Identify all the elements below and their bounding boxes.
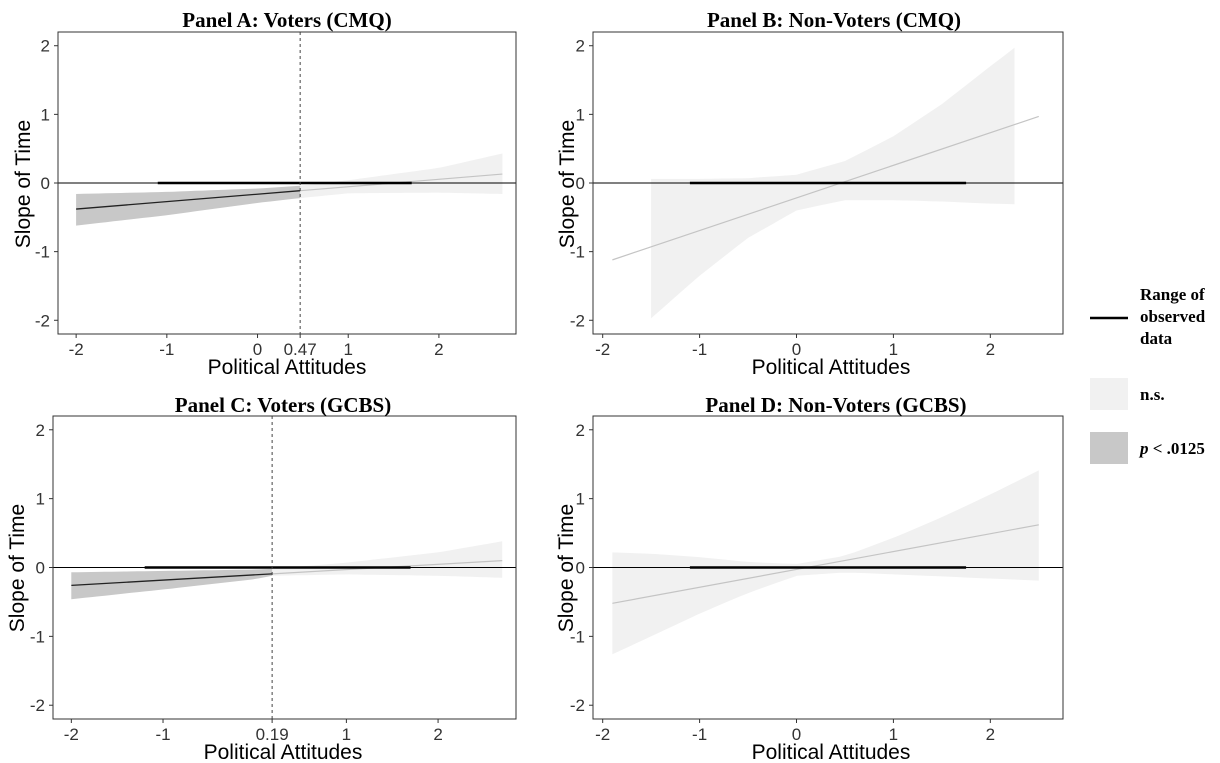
panel-a: -2 -1 0 1 2 -2 -1 0 0.47 1 2 Panel A: Voters (CMQ)… xyxy=(12,8,517,379)
y-tick-label: -1 xyxy=(570,243,585,262)
x-tick-label: 2 xyxy=(986,340,995,359)
y-tick-label: -1 xyxy=(30,627,45,646)
x-axis-label: Political Attitudes xyxy=(204,741,363,763)
slope-line-significant xyxy=(76,190,301,210)
x-tick-label: -2 xyxy=(595,340,610,359)
y-tick-label: 1 xyxy=(36,490,45,509)
y-tick-label: 0 xyxy=(576,559,585,578)
legend-sig-swatch xyxy=(1090,432,1128,464)
x-axis-label: Political Attitudes xyxy=(208,356,367,379)
panel-c: -2 -1 0 1 2 -2 -1 0.19 1 2 Panel C: Voters (GCBS)… xyxy=(6,393,517,763)
x-tick-label: 1 xyxy=(889,340,898,359)
legend-sig-threshold: < .0125 xyxy=(1149,439,1205,458)
x-tick-label: 2 xyxy=(433,725,442,744)
y-tick-label: 0 xyxy=(36,559,45,578)
x-tick-label: 1 xyxy=(889,725,898,744)
x-tick-label: 1 xyxy=(343,340,352,359)
y-axis-label: Slope of Time xyxy=(12,120,35,248)
x-tick-label: 2 xyxy=(434,340,443,359)
panel-d: -2 -1 0 1 2 -2 -1 0 1 2 Panel D: Non-Voters (GCBS… xyxy=(555,393,1064,763)
y-tick-label: -2 xyxy=(570,311,585,330)
slope-line-ns xyxy=(612,115,1039,261)
x-tick-label: 2 xyxy=(986,725,995,744)
slope-line-ns xyxy=(612,524,1039,604)
plot-area: -2 -1 0 1 2 -2 -1 0.19 1 2 xyxy=(30,415,517,744)
x-tick-label: -2 xyxy=(64,725,79,744)
legend-sig-label: p < .0125 xyxy=(1138,439,1205,458)
confidence-band-ns xyxy=(612,470,1039,655)
y-tick-label: -2 xyxy=(570,696,585,715)
x-tick-label: 0 xyxy=(792,725,801,744)
y-tick-label: -2 xyxy=(35,311,50,330)
x-axis-label: Political Attitudes xyxy=(752,741,911,763)
y-tick-label: -1 xyxy=(35,243,50,262)
x-tick-label: -2 xyxy=(69,340,84,359)
legend-range-label-line-2: observed xyxy=(1140,307,1206,326)
x-axis-label: Political Attitudes xyxy=(752,356,911,379)
y-axis-label: Slope of Time xyxy=(556,120,579,248)
legend-range-label-line-1: Range of xyxy=(1140,285,1205,304)
y-tick-label: 1 xyxy=(576,490,585,509)
y-tick-label: 1 xyxy=(576,105,585,124)
panel-title: Panel C: Voters (GCBS) xyxy=(175,393,391,417)
legend-ns-swatch xyxy=(1090,378,1128,410)
x-tick-label: -1 xyxy=(692,725,707,744)
x-tick-label: 0 xyxy=(253,340,262,359)
y-axis-label: Slope of Time xyxy=(6,504,29,632)
x-tick-label: -1 xyxy=(159,340,174,359)
panel-title: Panel B: Non-Voters (CMQ) xyxy=(707,8,961,32)
legend-range-label: Range of observed data xyxy=(1140,285,1209,348)
y-tick-label: 2 xyxy=(36,421,45,440)
confidence-band-ns xyxy=(300,153,503,199)
x-tick-label: 1 xyxy=(342,725,351,744)
plot-area: -2 -1 0 1 2 -2 -1 0 1 2 xyxy=(570,415,1064,744)
y-tick-label: 0 xyxy=(576,174,585,193)
y-tick-label: 2 xyxy=(576,37,585,56)
x-tick-label: -2 xyxy=(595,725,610,744)
legend-range-label-line-3: data xyxy=(1140,329,1173,348)
x-tick-label: -1 xyxy=(692,340,707,359)
legend: Range of observed data n.s. p < .0125 xyxy=(1090,285,1209,464)
legend-sig-p: p xyxy=(1138,439,1149,458)
x-tick-label: 0.47 xyxy=(284,340,317,359)
y-tick-label: -2 xyxy=(30,696,45,715)
x-tick-label: -1 xyxy=(155,725,170,744)
x-tick-label: 0 xyxy=(792,340,801,359)
x-tick-label: 0.19 xyxy=(256,725,289,744)
plot-area: -2 -1 0 1 2 -2 -1 0 1 2 xyxy=(570,31,1064,359)
confidence-band-significant xyxy=(76,185,301,226)
y-tick-label: -1 xyxy=(570,627,585,646)
panel-title: Panel A: Voters (CMQ) xyxy=(182,8,391,32)
panel-title: Panel D: Non-Voters (GCBS) xyxy=(705,393,966,417)
y-tick-label: 1 xyxy=(41,105,50,124)
panel-b: -2 -1 0 1 2 -2 -1 0 1 2 Panel B: Non-Voters (CMQ)… xyxy=(556,8,1064,379)
y-tick-label: 2 xyxy=(576,421,585,440)
y-tick-label: 2 xyxy=(41,37,50,56)
y-axis-label: Slope of Time xyxy=(555,504,578,632)
legend-ns-label: n.s. xyxy=(1140,385,1165,404)
plot-area: -2 -1 0 1 2 -2 -1 0 0.47 1 2 xyxy=(35,31,517,359)
y-tick-label: 0 xyxy=(41,174,50,193)
slope-line-significant xyxy=(71,573,273,587)
